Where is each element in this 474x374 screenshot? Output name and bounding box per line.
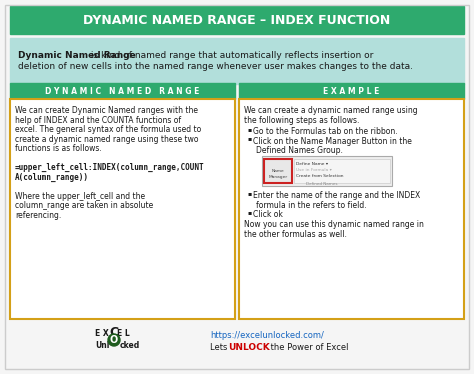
Text: https://excelunlocked.com/: https://excelunlocked.com/ <box>210 331 324 340</box>
Text: Name: Name <box>272 169 284 173</box>
Text: E X A M P L E: E X A M P L E <box>323 86 379 95</box>
Text: Click on the Name Manager Button in the: Click on the Name Manager Button in the <box>253 137 412 145</box>
FancyBboxPatch shape <box>262 156 392 186</box>
Text: the following steps as follows.: the following steps as follows. <box>244 116 359 125</box>
Text: Define Name ▾: Define Name ▾ <box>296 162 328 166</box>
FancyBboxPatch shape <box>239 83 464 99</box>
FancyBboxPatch shape <box>10 83 235 99</box>
Text: =upper_left_cell:INDEX(column_range,COUNT: =upper_left_cell:INDEX(column_range,COUN… <box>15 163 205 172</box>
FancyBboxPatch shape <box>239 99 464 319</box>
Text: D Y N A M I C   N A M E D   R A N G E: D Y N A M I C N A M E D R A N G E <box>45 86 199 95</box>
Text: Where the upper_left_cell and the: Where the upper_left_cell and the <box>15 191 145 200</box>
Text: Now you can use this dynamic named range in: Now you can use this dynamic named range… <box>244 220 424 229</box>
FancyBboxPatch shape <box>294 159 390 183</box>
Text: deletion of new cells into the named range whenever user makes changes to the da: deletion of new cells into the named ran… <box>18 62 413 71</box>
FancyBboxPatch shape <box>10 99 235 319</box>
Text: Defined Names Group.: Defined Names Group. <box>256 146 343 155</box>
Text: create a dynamic named range using these two: create a dynamic named range using these… <box>15 135 199 144</box>
Text: help of INDEX and the COUNTA functions of: help of INDEX and the COUNTA functions o… <box>15 116 181 125</box>
Text: ▪: ▪ <box>247 127 251 132</box>
Text: formula in the refers to field.: formula in the refers to field. <box>256 200 366 209</box>
FancyBboxPatch shape <box>10 6 464 34</box>
Text: E L: E L <box>117 328 130 337</box>
FancyBboxPatch shape <box>10 38 464 84</box>
Text: We can create Dynamic Named ranges with the: We can create Dynamic Named ranges with … <box>15 106 198 115</box>
Text: excel. The general syntax of the formula used to: excel. The general syntax of the formula… <box>15 125 201 134</box>
Text: Defined Names: Defined Names <box>306 182 338 186</box>
Text: Dynamic Named Range: Dynamic Named Range <box>18 51 136 60</box>
Text: column_range are taken in absolute: column_range are taken in absolute <box>15 201 153 210</box>
Text: Manager: Manager <box>268 175 288 179</box>
Text: Click ok: Click ok <box>253 210 283 219</box>
Text: is kind of named range that automatically reflects insertion or: is kind of named range that automaticall… <box>88 51 374 60</box>
Text: Lets: Lets <box>210 343 230 352</box>
Text: Enter the name of the range and the INDEX: Enter the name of the range and the INDE… <box>253 191 420 200</box>
Text: Unl: Unl <box>95 341 109 350</box>
Text: ▪: ▪ <box>247 210 251 215</box>
Text: ▪: ▪ <box>247 191 251 196</box>
Text: Go to the Formulas tab on the ribbon.: Go to the Formulas tab on the ribbon. <box>253 127 398 136</box>
Text: the Power of Excel: the Power of Excel <box>268 343 348 352</box>
Text: Create from Selection: Create from Selection <box>296 174 344 178</box>
Text: A(column_range)): A(column_range)) <box>15 172 89 182</box>
Circle shape <box>108 334 120 346</box>
Text: cked: cked <box>120 341 140 350</box>
Text: UNLOCK: UNLOCK <box>228 343 270 352</box>
Text: O: O <box>110 335 118 345</box>
Text: ▪: ▪ <box>247 137 251 141</box>
FancyBboxPatch shape <box>264 159 292 183</box>
Text: Use in Formula ▾: Use in Formula ▾ <box>296 168 332 172</box>
Text: referencing.: referencing. <box>15 211 61 220</box>
Text: C: C <box>109 327 118 340</box>
Text: the other formulas as well.: the other formulas as well. <box>244 230 347 239</box>
Text: E X: E X <box>95 328 109 337</box>
Text: We can create a dynamic named range using: We can create a dynamic named range usin… <box>244 106 418 115</box>
Text: DYNAMIC NAMED RANGE – INDEX FUNCTION: DYNAMIC NAMED RANGE – INDEX FUNCTION <box>83 13 391 27</box>
Text: functions is as follows.: functions is as follows. <box>15 144 102 153</box>
